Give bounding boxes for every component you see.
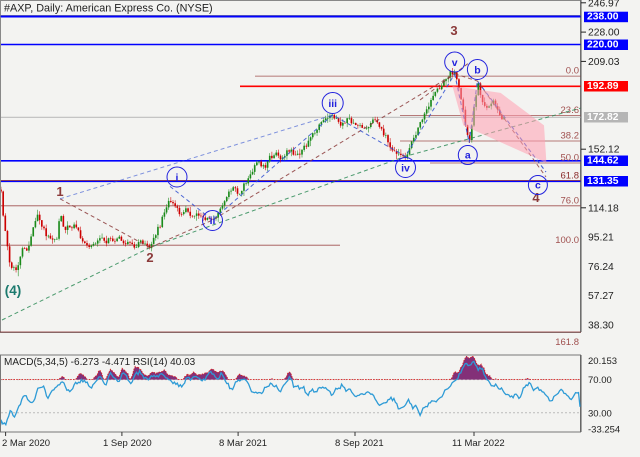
svg-text:38.2: 38.2 — [561, 131, 580, 142]
svg-text:(4): (4) — [5, 283, 22, 298]
svg-text:152.12: 152.12 — [588, 145, 620, 156]
svg-text:MACD(5,34,5) -6.273 -4.471 RSI: MACD(5,34,5) -6.273 -4.471 RSI(14) 40.03 — [4, 357, 196, 368]
svg-text:38.30: 38.30 — [588, 320, 614, 331]
svg-text:4: 4 — [532, 190, 540, 205]
svg-text:23.6: 23.6 — [561, 105, 580, 116]
svg-text:11 Mar 2022: 11 Mar 2022 — [452, 438, 505, 449]
svg-text:57.27: 57.27 — [588, 291, 614, 302]
svg-text:8 Sep 2021: 8 Sep 2021 — [335, 438, 384, 449]
svg-text:1: 1 — [56, 184, 63, 199]
svg-text:2 Mar 2020: 2 Mar 2020 — [2, 438, 50, 449]
svg-text:220.00: 220.00 — [587, 40, 619, 51]
svg-text:20.153: 20.153 — [588, 356, 617, 367]
svg-text:172.82: 172.82 — [587, 112, 619, 123]
svg-text:-33.254: -33.254 — [588, 425, 620, 436]
svg-text:161.8: 161.8 — [555, 337, 579, 348]
svg-text:3: 3 — [450, 23, 457, 38]
svg-text:#AXP, Daily: American Expres: #AXP, Daily: American Express Co. (NYSE) — [4, 3, 213, 15]
svg-text:76.0: 76.0 — [561, 196, 580, 207]
svg-text:30.00: 30.00 — [588, 409, 612, 420]
svg-text:246.97: 246.97 — [588, 0, 620, 9]
svg-text:70.00: 70.00 — [588, 375, 612, 386]
svg-text:192.89: 192.89 — [587, 81, 619, 92]
svg-text:228.00: 228.00 — [588, 28, 620, 39]
svg-text:iv: iv — [401, 163, 410, 175]
svg-text:v: v — [452, 57, 458, 69]
svg-text:100.0: 100.0 — [555, 235, 579, 246]
svg-text:50.0: 50.0 — [561, 153, 580, 164]
svg-text:61.8: 61.8 — [561, 171, 580, 182]
svg-text:iii: iii — [328, 98, 337, 110]
svg-text:a: a — [465, 150, 471, 162]
svg-text:114.18: 114.18 — [588, 203, 619, 214]
svg-text:i: i — [176, 172, 179, 184]
svg-text:95.21: 95.21 — [588, 233, 614, 244]
svg-text:c: c — [535, 180, 541, 192]
svg-text:131.35: 131.35 — [587, 176, 619, 187]
svg-text:ii: ii — [210, 215, 216, 227]
svg-text:8 Mar 2021: 8 Mar 2021 — [219, 438, 267, 449]
svg-text:b: b — [474, 65, 480, 77]
svg-text:2: 2 — [146, 250, 153, 265]
svg-text:76.24: 76.24 — [588, 262, 614, 273]
svg-text:1 Sep 2020: 1 Sep 2020 — [103, 438, 152, 449]
svg-text:209.03: 209.03 — [588, 57, 620, 68]
svg-text:0.0: 0.0 — [566, 66, 579, 77]
svg-text:144.62: 144.62 — [587, 156, 619, 167]
svg-text:238.00: 238.00 — [587, 12, 619, 23]
